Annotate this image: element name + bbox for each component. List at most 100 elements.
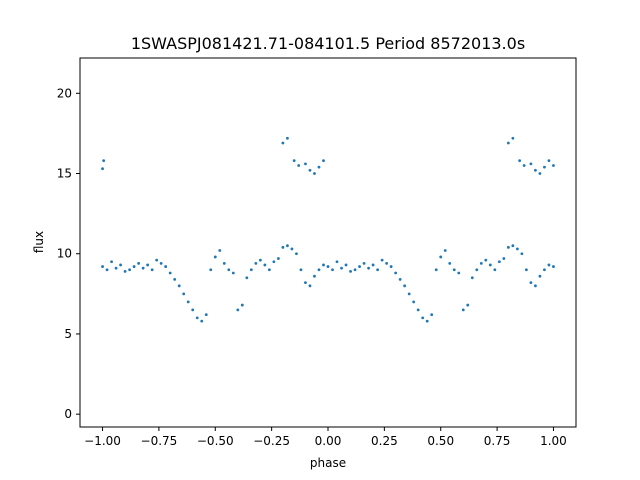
y-tick-label: 5 xyxy=(64,327,72,341)
data-point xyxy=(240,303,244,307)
data-point xyxy=(231,271,235,275)
data-point xyxy=(263,263,267,267)
data-point xyxy=(281,245,285,249)
data-point xyxy=(213,255,217,259)
x-tick-label: −0.75 xyxy=(141,434,178,448)
data-point xyxy=(132,265,136,268)
data-point xyxy=(292,159,296,163)
data-point xyxy=(195,316,199,320)
data-point xyxy=(461,308,465,312)
data-point xyxy=(547,263,551,267)
data-point xyxy=(322,263,325,267)
x-tick-label: 0.75 xyxy=(484,434,511,448)
data-point xyxy=(326,265,330,268)
data-point xyxy=(525,268,528,272)
data-point xyxy=(479,261,483,265)
data-point xyxy=(543,268,546,272)
data-point xyxy=(173,278,177,281)
data-point xyxy=(317,165,321,169)
data-point xyxy=(497,260,501,264)
data-point xyxy=(182,292,186,296)
data-point xyxy=(209,268,213,272)
data-point xyxy=(204,313,208,317)
data-point xyxy=(407,292,411,296)
x-tick-label: −0.50 xyxy=(197,434,234,448)
y-tick-label: 20 xyxy=(57,86,72,100)
chart-title: 1SWASPJ081421.71-084101.5 Period 8572013… xyxy=(131,34,525,53)
data-point xyxy=(353,268,357,272)
data-point xyxy=(425,319,429,323)
data-point xyxy=(254,261,258,265)
data-point xyxy=(398,278,402,281)
data-point xyxy=(385,261,389,265)
data-point xyxy=(168,271,172,275)
data-point xyxy=(105,268,109,272)
data-point xyxy=(349,269,352,273)
data-point xyxy=(376,268,379,272)
data-point xyxy=(146,263,150,267)
data-point xyxy=(502,257,506,260)
data-point xyxy=(484,258,488,262)
data-point xyxy=(236,308,240,312)
data-point xyxy=(416,308,420,312)
data-point xyxy=(511,136,515,140)
data-point xyxy=(547,159,551,163)
data-point xyxy=(518,159,522,163)
data-point xyxy=(191,308,195,312)
data-point xyxy=(538,172,542,175)
data-point xyxy=(267,268,271,272)
data-point xyxy=(506,245,510,249)
data-point xyxy=(249,268,253,272)
y-axis: 0 5 10 15 20 xyxy=(57,86,80,421)
data-point xyxy=(552,164,555,167)
data-point xyxy=(511,244,515,248)
data-point xyxy=(110,260,113,264)
data-point xyxy=(403,284,407,288)
data-point xyxy=(322,159,325,163)
data-point xyxy=(317,268,321,272)
data-point xyxy=(218,249,222,252)
data-point xyxy=(272,260,276,264)
data-point xyxy=(362,261,366,265)
data-point xyxy=(141,266,145,270)
y-axis-label: flux xyxy=(32,231,46,253)
data-point xyxy=(227,268,231,272)
data-point xyxy=(466,303,470,307)
data-point xyxy=(313,274,316,278)
data-point xyxy=(137,261,141,265)
data-point xyxy=(389,265,393,268)
x-axis: −1.00 −0.75 −0.50 −0.25 0.00 0.25 0.50 0.75 1.00 xyxy=(84,427,567,448)
data-points xyxy=(101,136,555,323)
data-point xyxy=(335,260,339,264)
x-tick-label: 0.25 xyxy=(371,434,398,448)
data-point xyxy=(358,265,361,268)
data-point xyxy=(439,255,443,259)
y-tick-label: 0 xyxy=(64,407,72,421)
data-point xyxy=(200,319,204,323)
data-point xyxy=(295,252,298,256)
data-point xyxy=(281,141,285,145)
data-point xyxy=(552,265,555,268)
data-point xyxy=(529,281,533,285)
data-point xyxy=(286,244,289,248)
data-point xyxy=(470,276,474,280)
data-point xyxy=(304,281,307,285)
data-point xyxy=(308,168,312,172)
data-point xyxy=(155,258,159,262)
data-point xyxy=(177,284,181,288)
data-point xyxy=(493,268,497,272)
data-point xyxy=(119,263,122,267)
data-point xyxy=(123,269,127,273)
data-point xyxy=(543,165,546,169)
data-point xyxy=(534,168,537,172)
data-point xyxy=(522,164,526,167)
data-point xyxy=(421,316,425,320)
data-point xyxy=(371,263,375,267)
data-point xyxy=(448,261,452,265)
data-point xyxy=(313,172,316,175)
data-point xyxy=(430,313,434,317)
data-point xyxy=(159,261,163,265)
x-tick-label: −1.00 xyxy=(84,434,121,448)
